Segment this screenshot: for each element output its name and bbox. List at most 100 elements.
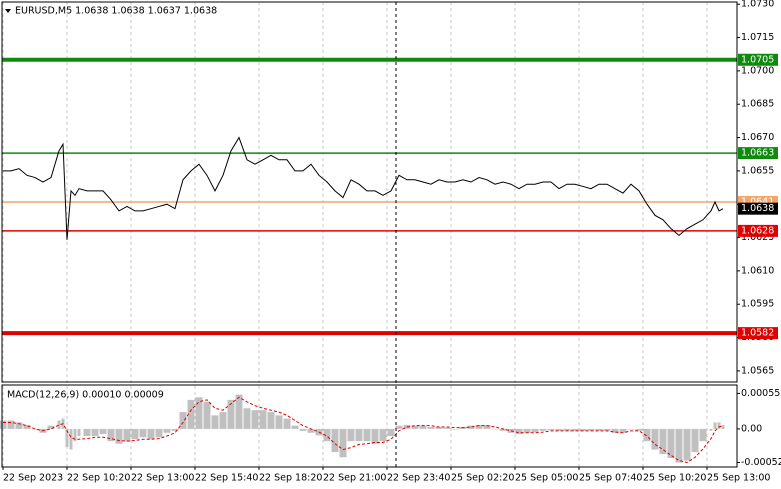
histogram-bar xyxy=(107,428,115,442)
histogram-bar xyxy=(563,428,571,431)
histogram-bar xyxy=(211,415,219,429)
histogram-bar xyxy=(499,428,507,431)
y-tick-label: 1.0595 xyxy=(741,299,774,310)
x-tick-label: 25 Sep 07:40 xyxy=(579,473,642,484)
histogram-bar xyxy=(219,412,227,429)
histogram-bar xyxy=(467,425,475,429)
level-label: 1.0705 xyxy=(741,54,774,65)
histogram-bar xyxy=(371,428,379,444)
histogram-bar xyxy=(235,394,243,429)
x-tick-label: 25 Sep 02:20 xyxy=(451,473,514,484)
histogram-bar xyxy=(251,410,259,429)
histogram-bar xyxy=(47,425,55,429)
histogram-bar xyxy=(155,428,163,438)
histogram-bar xyxy=(709,428,713,431)
histogram-bar xyxy=(331,428,339,453)
histogram-bar xyxy=(667,428,675,458)
histogram-bar xyxy=(283,418,291,429)
x-tick-label: 25 Sep 05:00 xyxy=(515,473,578,484)
marks-layer xyxy=(0,57,737,464)
last-price-label: 1.0638 xyxy=(741,203,774,214)
histogram-bar xyxy=(23,425,31,429)
x-tick-label: 25 Sep 10:20 xyxy=(643,473,706,484)
histogram-bar xyxy=(603,428,611,431)
histogram-bar xyxy=(475,425,483,429)
histogram-bar xyxy=(347,428,355,442)
histogram-bar xyxy=(379,428,387,442)
histogram-bar xyxy=(77,428,81,437)
histogram-bar xyxy=(419,425,427,429)
histogram-bar xyxy=(635,428,643,431)
histogram-bar xyxy=(595,428,603,431)
y-tick-label: 1.0625 xyxy=(741,232,774,243)
histogram-bar xyxy=(307,428,315,433)
histogram-bar xyxy=(123,428,131,442)
histogram-bar xyxy=(267,412,275,429)
histogram-bar xyxy=(65,428,69,447)
histogram-bar xyxy=(227,399,235,429)
histogram-bar xyxy=(115,428,123,444)
histogram-bar xyxy=(339,428,347,458)
histogram-bar xyxy=(387,428,395,437)
histogram-bar xyxy=(555,428,563,431)
histogram-bar xyxy=(31,428,39,430)
y-tick-label: 1.0730 xyxy=(741,0,774,10)
histogram-bar xyxy=(515,428,523,435)
histogram-bar xyxy=(275,415,283,429)
level-label: 1.0641 xyxy=(741,197,774,208)
histogram-bar xyxy=(571,428,579,431)
level-label-box xyxy=(738,327,778,340)
x-tick-label: 22 Sep 10:20 xyxy=(67,473,130,484)
histogram-bar xyxy=(203,401,211,429)
histogram-bar xyxy=(451,428,459,430)
histogram-bar xyxy=(713,422,717,429)
histogram-bar xyxy=(259,410,267,429)
y-tick-label: 0.00055 xyxy=(741,388,780,399)
histogram-bar xyxy=(83,428,91,437)
level-label: 1.0663 xyxy=(741,148,774,159)
y-tick-label: 1.0610 xyxy=(741,265,774,276)
histogram-bar xyxy=(91,428,99,437)
histogram-bar xyxy=(643,428,651,442)
histogram-bar xyxy=(243,408,251,429)
histogram-bar xyxy=(587,428,595,431)
menu-triangle xyxy=(5,9,11,13)
histogram-bar xyxy=(683,428,691,461)
level-label: 1.0582 xyxy=(741,328,774,339)
histogram-bar xyxy=(579,428,587,431)
histogram-bar xyxy=(299,428,307,431)
y-tick-label: -0.00052 xyxy=(741,457,781,468)
histogram-bar xyxy=(323,428,331,442)
level-label-box xyxy=(738,147,778,160)
histogram-bar xyxy=(395,425,403,429)
price-line xyxy=(3,136,724,240)
histogram-bar xyxy=(7,420,15,429)
histogram-bar xyxy=(539,428,547,431)
histogram-bar xyxy=(651,428,659,450)
histogram-bar xyxy=(355,428,363,442)
histogram-bar xyxy=(0,420,7,429)
level-label-box xyxy=(738,224,778,237)
histogram-bar xyxy=(627,428,635,430)
histogram-bar xyxy=(491,428,499,430)
histogram-bar xyxy=(619,428,627,433)
histogram-bar xyxy=(611,428,619,433)
histogram-bar xyxy=(73,428,77,442)
histogram-bar xyxy=(179,412,187,429)
y-tick-label: 1.0670 xyxy=(741,132,774,143)
y-tick-label: 1.0565 xyxy=(741,365,774,376)
histogram-bar xyxy=(483,425,491,429)
histogram-bar xyxy=(523,428,531,433)
y-tick-label: 1.0685 xyxy=(741,99,774,110)
x-tick-label: 25 Sep 13:00 xyxy=(707,473,770,484)
histogram-bar xyxy=(411,425,419,429)
histogram-bar xyxy=(291,425,299,429)
macd-title: MACD(12,26,9) 0.00010 0.00009 xyxy=(7,390,164,401)
x-tick-label: 22 Sep 21:00 xyxy=(323,473,386,484)
histogram-bar xyxy=(691,428,699,453)
last-price-box xyxy=(738,202,778,215)
histogram-bar xyxy=(163,428,171,433)
level-label-box xyxy=(738,53,778,66)
